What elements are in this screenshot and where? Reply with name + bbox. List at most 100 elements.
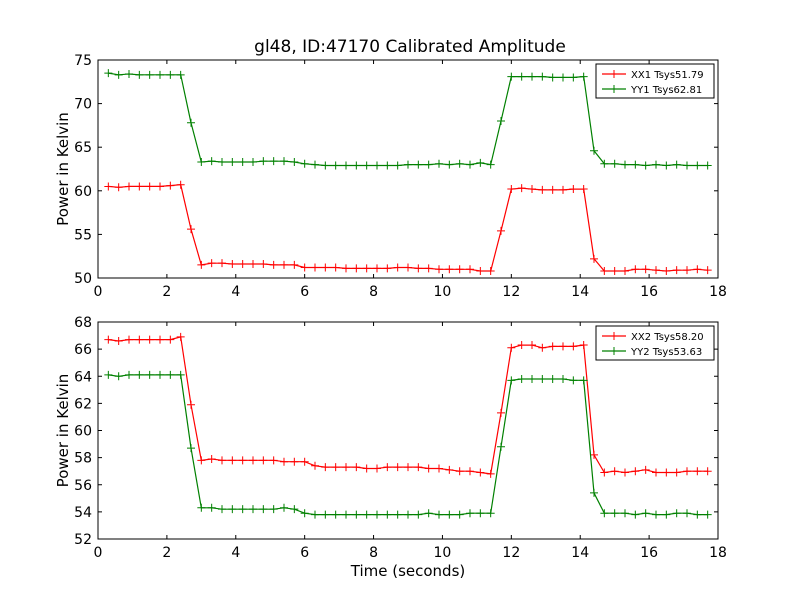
data-point <box>672 160 681 169</box>
data-point <box>652 160 660 169</box>
data-point <box>373 464 381 473</box>
data-point <box>352 264 361 273</box>
x-tick-label: 14 <box>571 545 589 561</box>
data-point <box>672 468 681 477</box>
data-point <box>486 469 495 478</box>
data-point <box>466 509 474 518</box>
data-point <box>414 510 423 519</box>
y-tick-label: 64 <box>74 369 92 385</box>
data-point <box>393 263 402 272</box>
data-point <box>703 266 712 275</box>
y-tick-label: 60 <box>74 184 92 200</box>
data-point <box>404 463 412 472</box>
data-point <box>145 370 154 379</box>
data-point <box>455 265 464 274</box>
data-point <box>280 503 288 512</box>
data-point <box>610 467 619 476</box>
data-point <box>259 157 268 166</box>
x-tick-label: 10 <box>434 284 452 300</box>
data-point <box>486 160 495 169</box>
data-point <box>135 182 144 191</box>
data-point <box>693 467 702 476</box>
data-point <box>528 185 536 194</box>
x-tick-label: 8 <box>369 284 378 300</box>
data-point <box>517 374 526 383</box>
data-point <box>197 158 206 167</box>
x-axis-label: Time (seconds) <box>350 562 466 580</box>
data-point <box>197 456 206 465</box>
data-point <box>238 505 247 514</box>
y-tick-label: 70 <box>74 97 92 113</box>
data-point <box>652 468 660 477</box>
x-tick-label: 16 <box>640 284 658 300</box>
data-point <box>228 158 237 167</box>
data-point <box>176 180 185 189</box>
data-point <box>414 160 423 169</box>
x-tick-label: 8 <box>369 545 378 561</box>
data-point <box>228 505 237 514</box>
data-point <box>476 468 485 477</box>
data-point <box>621 468 629 477</box>
legend-entry: YY2 Tsys53.63 <box>630 347 702 358</box>
data-point <box>476 509 485 518</box>
data-point <box>362 264 371 273</box>
data-point <box>104 335 113 344</box>
data-point <box>311 461 319 470</box>
x-tick-label: 6 <box>300 284 309 300</box>
data-point <box>621 160 629 169</box>
data-point <box>621 509 629 518</box>
data-point <box>486 509 495 518</box>
data-point <box>342 510 350 519</box>
data-point <box>321 161 330 170</box>
y-tick-label: 52 <box>74 532 92 548</box>
data-point <box>187 225 195 234</box>
y-tick-label: 65 <box>74 140 92 156</box>
data-point <box>600 267 609 276</box>
x-tick-label: 4 <box>231 284 240 300</box>
data-point <box>703 161 712 170</box>
top-subplot: 0 2 4 6 8 10 12 14 16 18 50 55 60 65 70 75 Power in Kelv… <box>54 53 727 300</box>
data-point <box>321 463 330 472</box>
data-point <box>218 456 226 465</box>
data-point <box>280 157 288 166</box>
data-point <box>331 263 340 272</box>
data-point <box>507 185 516 194</box>
y-tick-label: 50 <box>74 271 92 287</box>
data-point <box>569 376 578 385</box>
x-tick-label: 12 <box>502 545 520 561</box>
data-point <box>290 505 299 514</box>
data-point <box>125 69 133 78</box>
data-point <box>590 450 598 459</box>
data-point <box>269 456 278 465</box>
data-point <box>145 335 154 344</box>
data-point <box>166 370 175 379</box>
data-point <box>528 341 536 350</box>
data-point <box>621 267 629 276</box>
data-point <box>590 488 598 497</box>
data-point <box>156 182 164 191</box>
data-point <box>683 509 691 518</box>
data-point <box>176 70 185 79</box>
data-point <box>683 161 691 170</box>
legend-marker <box>610 347 618 355</box>
data-point <box>342 264 350 273</box>
data-point <box>218 158 226 167</box>
y-axis-label: Power in Kelvin <box>54 112 72 226</box>
data-point <box>373 264 381 273</box>
data-point <box>125 182 133 191</box>
data-point <box>207 503 216 512</box>
data-point <box>579 341 588 350</box>
data-point <box>631 160 640 169</box>
data-point <box>404 263 412 272</box>
data-point <box>218 259 226 268</box>
data-point <box>114 70 123 79</box>
x-tick-label: 10 <box>434 545 452 561</box>
data-point <box>156 335 164 344</box>
data-point <box>693 510 702 519</box>
legend-entry: XX2 Tsys58.20 <box>631 332 704 343</box>
axes-frame <box>97 59 719 279</box>
data-point <box>548 73 557 82</box>
legend-box <box>595 325 715 361</box>
data-point <box>590 254 598 263</box>
